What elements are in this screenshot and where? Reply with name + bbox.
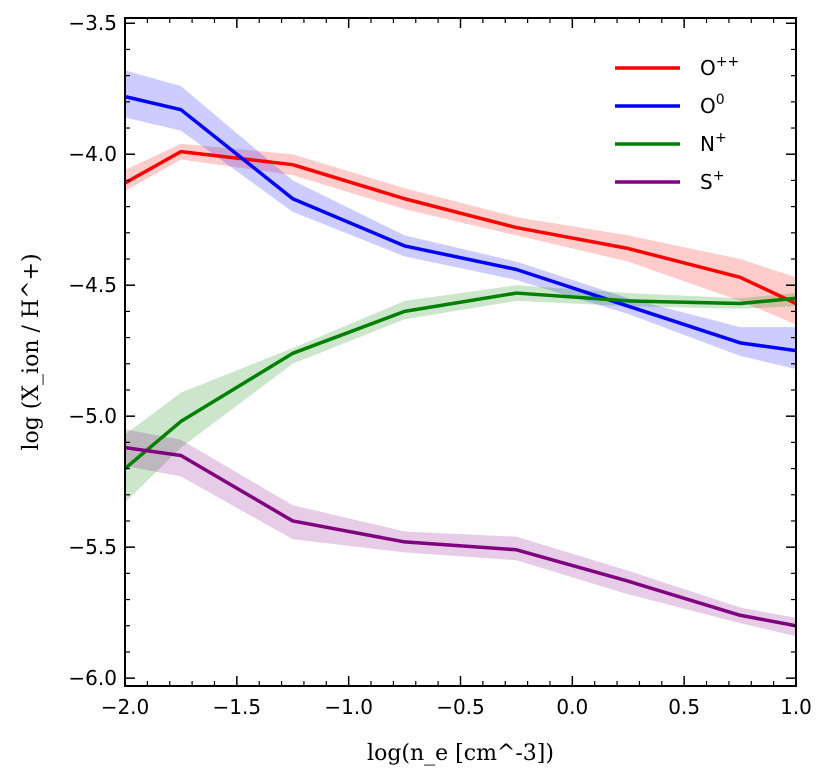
series-lines	[125, 94, 796, 628]
x-tick-label: 0.0	[556, 695, 588, 719]
x-tick-label: 1.0	[780, 695, 812, 719]
legend-label-O++: O++	[700, 54, 739, 80]
legend-label-S+: S+	[700, 168, 724, 194]
line-N+	[125, 291, 796, 470]
x-tick-labels: −2.0 −1.5 −1.0 −0.5 0.0 0.5 1.0	[101, 695, 812, 719]
y-tick-label: −6.0	[68, 666, 117, 690]
line-S+	[125, 445, 796, 628]
legend: O++ O0 N+ S+	[615, 54, 739, 194]
y-tick-labels: −3.5 −4.0 −4.5 −5.0 −5.5 −6.0	[68, 11, 117, 690]
line-O++	[125, 149, 796, 306]
band-N+	[125, 285, 796, 503]
x-axis-title: log(n_e [cm^-3])	[367, 741, 554, 766]
axis-ticks	[124, 18, 797, 686]
line-O0	[125, 94, 796, 353]
plot-frame	[124, 17, 797, 687]
x-tick-label: −0.5	[436, 695, 485, 719]
legend-label-N+: N+	[700, 130, 727, 156]
y-axis-title: log (X_ion / H^+)	[19, 253, 44, 450]
y-tick-label: −4.0	[68, 142, 117, 166]
legend-label-O0: O0	[700, 92, 725, 118]
band-S+	[125, 429, 796, 637]
y-tick-label: −4.5	[68, 273, 117, 297]
y-tick-label: −5.5	[68, 535, 117, 559]
y-tick-label: −3.5	[68, 11, 117, 35]
x-tick-label: −1.0	[324, 695, 373, 719]
x-tick-label: 0.5	[668, 695, 700, 719]
y-tick-label: −5.0	[68, 404, 117, 428]
x-tick-label: −2.0	[101, 695, 150, 719]
x-tick-label: −1.5	[213, 695, 262, 719]
